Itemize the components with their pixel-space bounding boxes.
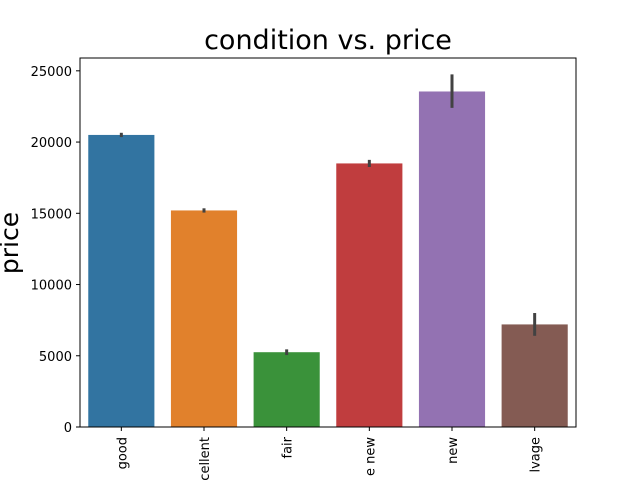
bar-4 [418, 91, 486, 427]
y-tick-label-1: 5000 [39, 350, 72, 365]
y-tick-label-0: 0 [64, 421, 72, 436]
bar-2 [253, 352, 320, 427]
y-tick-label-2: 10000 [31, 279, 72, 294]
x-tick-label-0: good [115, 437, 130, 469]
chart-title: condition vs. price [204, 25, 452, 56]
x-tick-label-3: e new [363, 437, 378, 476]
plot-area: 0 5000 10000 15000 20000 25000 good xcellent fai… [31, 57, 577, 480]
x-tick-label-2: fair [281, 436, 296, 458]
x-tick-label-5: lvage [529, 437, 544, 473]
y-tick-label-3: 15000 [31, 207, 72, 222]
bar-1 [170, 210, 238, 427]
bar-0 [88, 134, 155, 427]
y-tick-label-5: 25000 [31, 65, 72, 80]
x-tick-label-4: new [446, 437, 461, 464]
bar-5 [501, 324, 568, 427]
axes-frame [79, 57, 577, 428]
y-axis-label: price [0, 212, 24, 274]
bar-3 [336, 163, 403, 427]
y-tick-label-4: 20000 [31, 136, 72, 151]
x-tick-label-1: xcellent [198, 437, 213, 480]
